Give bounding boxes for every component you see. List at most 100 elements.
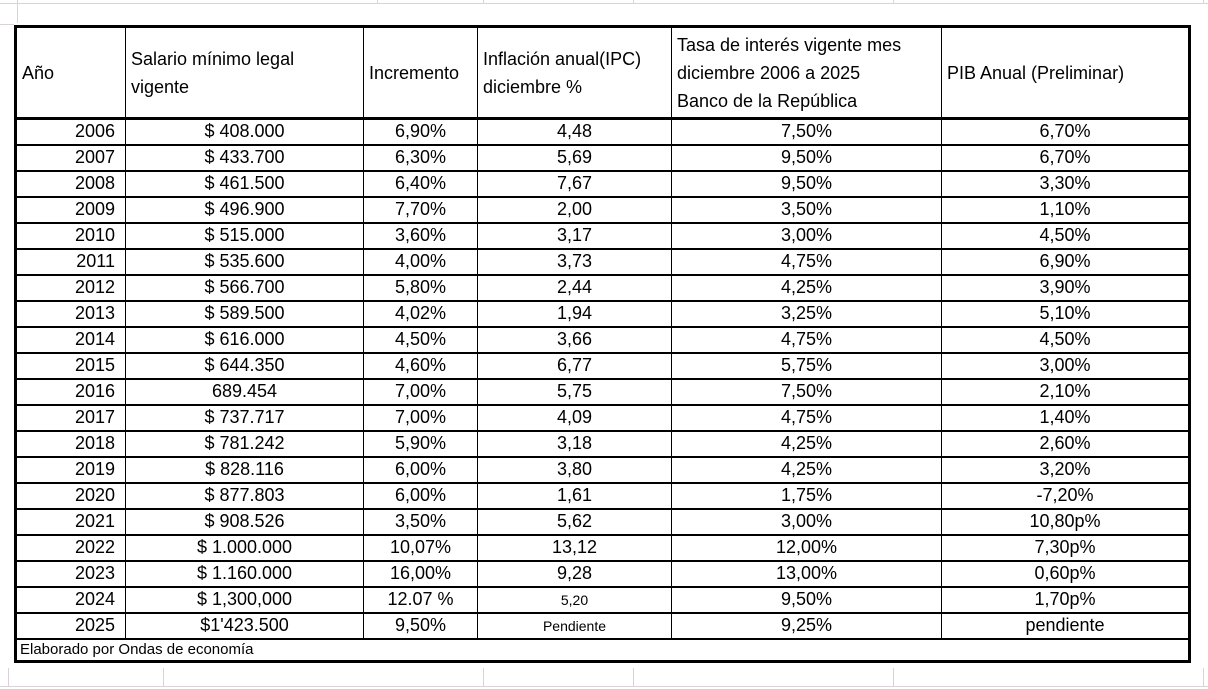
- cell-incremento-2006[interactable]: 6,90%: [363, 117, 478, 146]
- cell-salario-2014[interactable]: $ 616.000: [125, 325, 364, 354]
- cell-salario-2009[interactable]: $ 496.900: [125, 195, 364, 224]
- cell-salario-2022[interactable]: $ 1.000.000: [125, 533, 364, 562]
- cell-incremento-2008[interactable]: 6,40%: [363, 169, 478, 198]
- cell-year-2021[interactable]: 2021: [15, 507, 126, 536]
- cell-inflacion-2008[interactable]: 7,67: [477, 169, 672, 198]
- cell-incremento-2018[interactable]: 5,90%: [363, 429, 478, 458]
- cell-pib-2014[interactable]: 4,50%: [941, 325, 1190, 354]
- cell-pib-2022[interactable]: 7,30p%: [941, 533, 1190, 562]
- cell-year-2024[interactable]: 2024: [15, 585, 126, 614]
- cell-incremento-2023[interactable]: 16,00%: [363, 559, 478, 588]
- cell-tasa-2024[interactable]: 9,50%: [671, 585, 942, 614]
- cell-incremento-2017[interactable]: 7,00%: [363, 403, 478, 432]
- cell-salario-2025[interactable]: $1'423.500: [125, 611, 364, 640]
- cell-incremento-2019[interactable]: 6,00%: [363, 455, 478, 484]
- cell-incremento-2024[interactable]: 12.07 %: [363, 585, 478, 614]
- cell-inflacion-2019[interactable]: 3,80: [477, 455, 672, 484]
- cell-pib-2013[interactable]: 5,10%: [941, 299, 1190, 328]
- cell-salario-2017[interactable]: $ 737.717: [125, 403, 364, 432]
- cell-salario-2018[interactable]: $ 781.242: [125, 429, 364, 458]
- cell-tasa-2022[interactable]: 12,00%: [671, 533, 942, 562]
- cell-inflacion-2022[interactable]: 13,12: [477, 533, 672, 562]
- cell-incremento-2009[interactable]: 7,70%: [363, 195, 478, 224]
- cell-salario-2012[interactable]: $ 566.700: [125, 273, 364, 302]
- cell-pib-2006[interactable]: 6,70%: [941, 117, 1190, 146]
- cell-inflacion-2023[interactable]: 9,28: [477, 559, 672, 588]
- cell-year-2011[interactable]: 2011: [15, 247, 126, 276]
- cell-tasa-2008[interactable]: 9,50%: [671, 169, 942, 198]
- cell-inflacion-2014[interactable]: 3,66: [477, 325, 672, 354]
- cell-pib-2010[interactable]: 4,50%: [941, 221, 1190, 250]
- cell-incremento-2012[interactable]: 5,80%: [363, 273, 478, 302]
- cell-inflacion-2016[interactable]: 5,75: [477, 377, 672, 406]
- cell-year-2009[interactable]: 2009: [15, 195, 126, 224]
- cell-pib-2021[interactable]: 10,80p%: [941, 507, 1190, 536]
- cell-salario-2013[interactable]: $ 589.500: [125, 299, 364, 328]
- cell-inflacion-2013[interactable]: 1,94: [477, 299, 672, 328]
- cell-salario-2007[interactable]: $ 433.700: [125, 143, 364, 172]
- cell-pib-2018[interactable]: 2,60%: [941, 429, 1190, 458]
- cell-year-2015[interactable]: 2015: [15, 351, 126, 380]
- cell-tasa-2025[interactable]: 9,25%: [671, 611, 942, 640]
- cell-incremento-2015[interactable]: 4,60%: [363, 351, 478, 380]
- column-header-year[interactable]: Año: [15, 26, 126, 120]
- cell-incremento-2014[interactable]: 4,50%: [363, 325, 478, 354]
- cell-incremento-2016[interactable]: 7,00%: [363, 377, 478, 406]
- cell-tasa-2007[interactable]: 9,50%: [671, 143, 942, 172]
- cell-inflacion-2021[interactable]: 5,62: [477, 507, 672, 536]
- cell-tasa-2006[interactable]: 7,50%: [671, 117, 942, 146]
- cell-pib-2020[interactable]: -7,20%: [941, 481, 1190, 510]
- cell-inflacion-2025[interactable]: Pendiente: [477, 611, 672, 640]
- column-header-incremento[interactable]: Incremento: [363, 26, 478, 120]
- cell-inflacion-2012[interactable]: 2,44: [477, 273, 672, 302]
- cell-tasa-2017[interactable]: 4,75%: [671, 403, 942, 432]
- cell-year-2022[interactable]: 2022: [15, 533, 126, 562]
- column-header-salario[interactable]: Salario mínimo legal vigente: [125, 26, 364, 120]
- cell-inflacion-2010[interactable]: 3,17: [477, 221, 672, 250]
- cell-salario-2015[interactable]: $ 644.350: [125, 351, 364, 380]
- cell-tasa-2021[interactable]: 3,00%: [671, 507, 942, 536]
- cell-pib-2019[interactable]: 3,20%: [941, 455, 1190, 484]
- cell-year-2013[interactable]: 2013: [15, 299, 126, 328]
- cell-incremento-2007[interactable]: 6,30%: [363, 143, 478, 172]
- column-header-inflacion[interactable]: Inflación anual(IPC) diciembre %: [477, 26, 672, 120]
- cell-tasa-2010[interactable]: 3,00%: [671, 221, 942, 250]
- cell-inflacion-2015[interactable]: 6,77: [477, 351, 672, 380]
- cell-salario-2010[interactable]: $ 515.000: [125, 221, 364, 250]
- cell-year-2019[interactable]: 2019: [15, 455, 126, 484]
- cell-tasa-2013[interactable]: 3,25%: [671, 299, 942, 328]
- cell-tasa-2012[interactable]: 4,25%: [671, 273, 942, 302]
- cell-tasa-2016[interactable]: 7,50%: [671, 377, 942, 406]
- cell-inflacion-2007[interactable]: 5,69: [477, 143, 672, 172]
- cell-year-2014[interactable]: 2014: [15, 325, 126, 354]
- attribution-note[interactable]: Elaborado por Ondas de economía: [15, 637, 1190, 663]
- cell-pib-2009[interactable]: 1,10%: [941, 195, 1190, 224]
- cell-incremento-2025[interactable]: 9,50%: [363, 611, 478, 640]
- column-header-tasa[interactable]: Tasa de interés vigente mes diciembre 20…: [671, 26, 942, 120]
- cell-pib-2012[interactable]: 3,90%: [941, 273, 1190, 302]
- column-header-pib[interactable]: PIB Anual (Preliminar): [941, 26, 1190, 120]
- cell-year-2008[interactable]: 2008: [15, 169, 126, 198]
- cell-inflacion-2006[interactable]: 4,48: [477, 117, 672, 146]
- cell-pib-2025[interactable]: pendiente: [941, 611, 1190, 640]
- cell-incremento-2011[interactable]: 4,00%: [363, 247, 478, 276]
- cell-tasa-2023[interactable]: 13,00%: [671, 559, 942, 588]
- cell-salario-2024[interactable]: $ 1,300,000: [125, 585, 364, 614]
- cell-inflacion-2024[interactable]: 5,20: [477, 585, 672, 614]
- cell-year-2020[interactable]: 2020: [15, 481, 126, 510]
- cell-year-2018[interactable]: 2018: [15, 429, 126, 458]
- cell-pib-2008[interactable]: 3,30%: [941, 169, 1190, 198]
- cell-year-2016[interactable]: 2016: [15, 377, 126, 406]
- cell-inflacion-2011[interactable]: 3,73: [477, 247, 672, 276]
- cell-year-2007[interactable]: 2007: [15, 143, 126, 172]
- cell-pib-2024[interactable]: 1,70p%: [941, 585, 1190, 614]
- cell-salario-2021[interactable]: $ 908.526: [125, 507, 364, 536]
- cell-incremento-2020[interactable]: 6,00%: [363, 481, 478, 510]
- cell-pib-2016[interactable]: 2,10%: [941, 377, 1190, 406]
- cell-tasa-2009[interactable]: 3,50%: [671, 195, 942, 224]
- cell-tasa-2014[interactable]: 4,75%: [671, 325, 942, 354]
- cell-salario-2006[interactable]: $ 408.000: [125, 117, 364, 146]
- cell-year-2017[interactable]: 2017: [15, 403, 126, 432]
- cell-inflacion-2017[interactable]: 4,09: [477, 403, 672, 432]
- cell-pib-2017[interactable]: 1,40%: [941, 403, 1190, 432]
